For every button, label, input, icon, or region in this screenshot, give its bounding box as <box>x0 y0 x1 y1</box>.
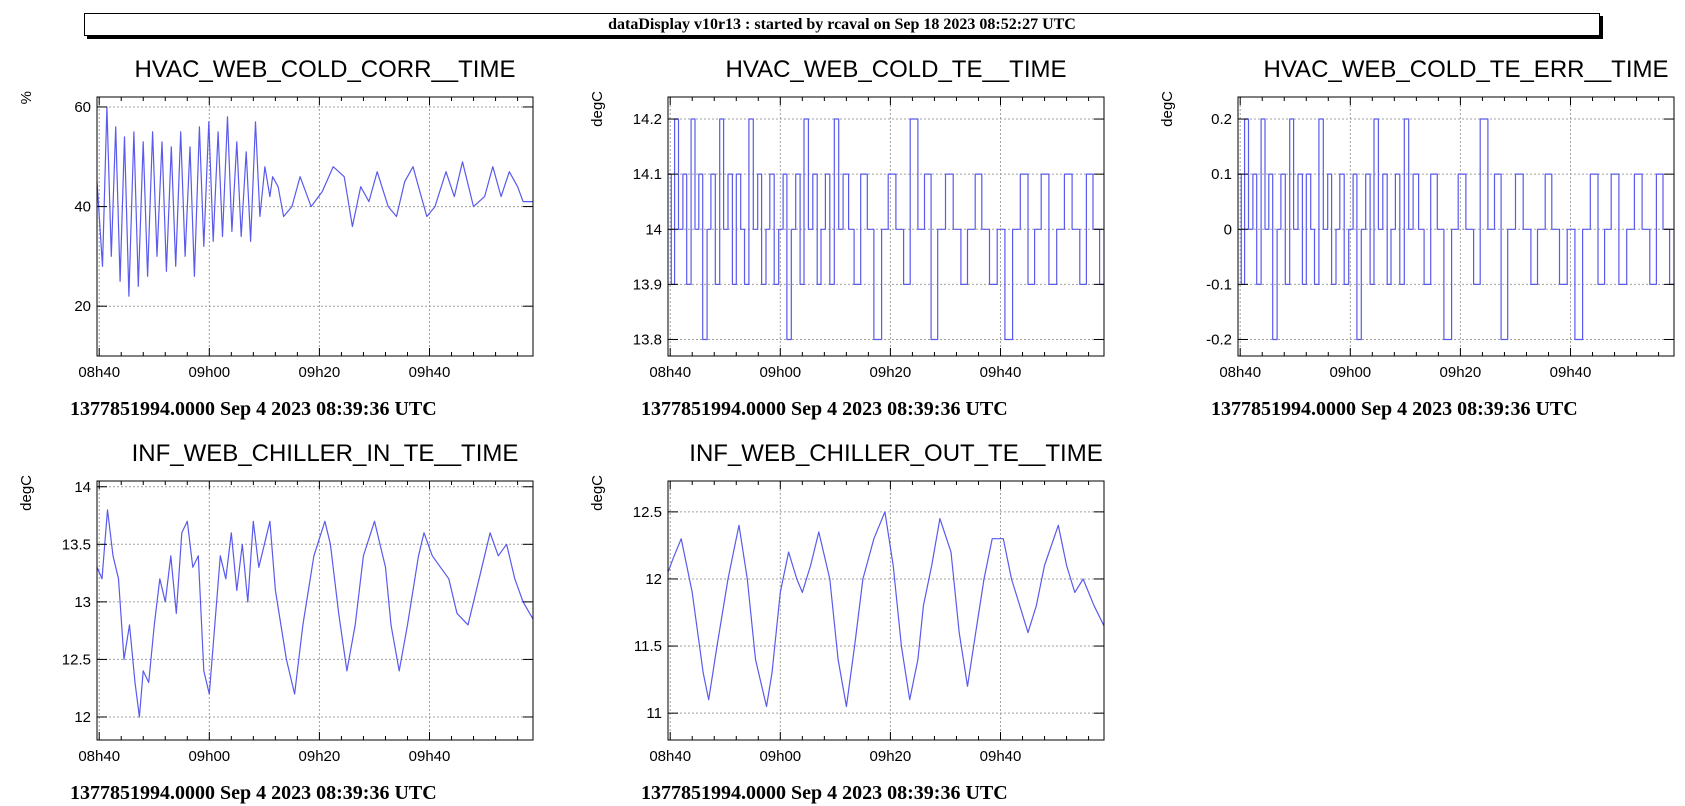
x-tick-label: 09h00 <box>1329 364 1371 381</box>
timestamp-caption: 1377851994.0000 Sep 4 2023 08:39:36 UTC <box>70 782 437 804</box>
x-tick-label: 09h00 <box>188 748 230 765</box>
y-axis-label: degC <box>1159 91 1176 127</box>
series-line <box>668 118 1104 341</box>
y-axis-label: degC <box>18 475 35 511</box>
y-tick-label: 20 <box>74 298 91 315</box>
x-tick-label: 09h00 <box>759 748 801 765</box>
plot-frame <box>96 480 534 741</box>
chart-title: HVAC_WEB_COLD_TE__TIME <box>726 56 1067 83</box>
chart-panel: 08h40 09h00 09h20 09h40 -0.2 -0.1 0 0.1 0.2 HVAC_… <box>1159 56 1675 420</box>
y-tick-label: 14.2 <box>633 111 662 128</box>
timestamp-caption: 1377851994.0000 Sep 4 2023 08:39:36 UTC <box>641 782 1008 804</box>
plot-frame <box>667 480 1105 741</box>
y-tick-label: 13.5 <box>62 536 91 553</box>
y-tick-label: 14 <box>74 479 91 496</box>
y-tick-label: 12 <box>74 709 91 726</box>
series-line <box>667 511 1105 708</box>
y-tick-label: 0.2 <box>1211 111 1232 128</box>
plot-frame <box>1237 96 1675 357</box>
x-tick-label: 09h40 <box>409 364 451 381</box>
x-tick-label: 09h40 <box>409 748 451 765</box>
y-tick-label: 12.5 <box>62 651 91 668</box>
x-tick-label: 09h40 <box>980 364 1022 381</box>
y-tick-label: 40 <box>74 199 91 216</box>
timestamp-caption: 1377851994.0000 Sep 4 2023 08:39:36 UTC <box>70 398 437 420</box>
chart-title: INF_WEB_CHILLER_IN_TE__TIME <box>132 440 519 467</box>
chart-title: INF_WEB_CHILLER_OUT_TE__TIME <box>689 440 1102 467</box>
y-tick-label: 14 <box>645 221 662 238</box>
x-tick-label: 09h20 <box>1440 364 1482 381</box>
chart-panel: 08h40 09h00 09h20 09h40 13.8 13.9 14 14.1 14.2 HV… <box>589 56 1105 420</box>
y-tick-label: 0 <box>1224 221 1232 238</box>
x-tick-label: 08h40 <box>78 748 120 765</box>
y-axis-label: % <box>18 91 35 104</box>
chart-panel: 08h40 09h00 09h20 09h40 12 12.5 13 13.5 14 INF_WE… <box>18 440 534 804</box>
series-line <box>1238 118 1674 341</box>
x-tick-label: 09h20 <box>299 748 341 765</box>
y-tick-label: -0.2 <box>1206 331 1232 348</box>
x-tick-label: 08h40 <box>649 748 691 765</box>
x-tick-label: 08h40 <box>78 364 120 381</box>
x-tick-label: 09h20 <box>870 364 912 381</box>
series-line <box>96 106 533 297</box>
y-tick-label: 0.1 <box>1211 166 1232 183</box>
y-tick-label: 11.5 <box>634 638 662 655</box>
x-tick-label: 08h40 <box>1219 364 1261 381</box>
chart-panel: 08h40 09h00 09h20 09h40 11 11.5 12 12.5 INF_WEB_… <box>589 440 1105 804</box>
chart-title: HVAC_WEB_COLD_CORR__TIME <box>135 56 516 83</box>
y-tick-label: 11 <box>646 705 662 722</box>
x-tick-label: 09h40 <box>1550 364 1592 381</box>
x-tick-label: 09h20 <box>870 748 912 765</box>
y-tick-label: 14.1 <box>633 166 662 183</box>
timestamp-caption: 1377851994.0000 Sep 4 2023 08:39:36 UTC <box>641 398 1008 420</box>
y-axis-label: degC <box>589 475 606 511</box>
x-tick-label: 09h00 <box>759 364 801 381</box>
y-tick-label: -0.1 <box>1206 276 1232 293</box>
chart-title: HVAC_WEB_COLD_TE_ERR__TIME <box>1264 56 1669 83</box>
plot-frame <box>667 96 1105 357</box>
chart-panel: 08h40 09h00 09h20 09h40 20 40 60 HVAC_WEB_COLD_… <box>18 56 534 420</box>
y-tick-label: 12 <box>645 571 662 588</box>
series-line <box>96 509 534 718</box>
y-axis-label: degC <box>589 91 606 127</box>
y-tick-label: 13.8 <box>633 331 662 348</box>
y-tick-label: 13.9 <box>633 276 662 293</box>
header-banner: dataDisplay v10r13 : started by rcaval o… <box>84 13 1600 36</box>
x-tick-label: 08h40 <box>649 364 691 381</box>
x-tick-label: 09h40 <box>980 748 1022 765</box>
x-tick-label: 09h20 <box>299 364 341 381</box>
y-tick-label: 13 <box>74 594 91 611</box>
timestamp-caption: 1377851994.0000 Sep 4 2023 08:39:36 UTC <box>1211 398 1578 420</box>
y-tick-label: 60 <box>74 99 91 116</box>
y-tick-label: 12.5 <box>633 504 662 521</box>
x-tick-label: 09h00 <box>188 364 230 381</box>
plot-frame <box>96 96 534 357</box>
